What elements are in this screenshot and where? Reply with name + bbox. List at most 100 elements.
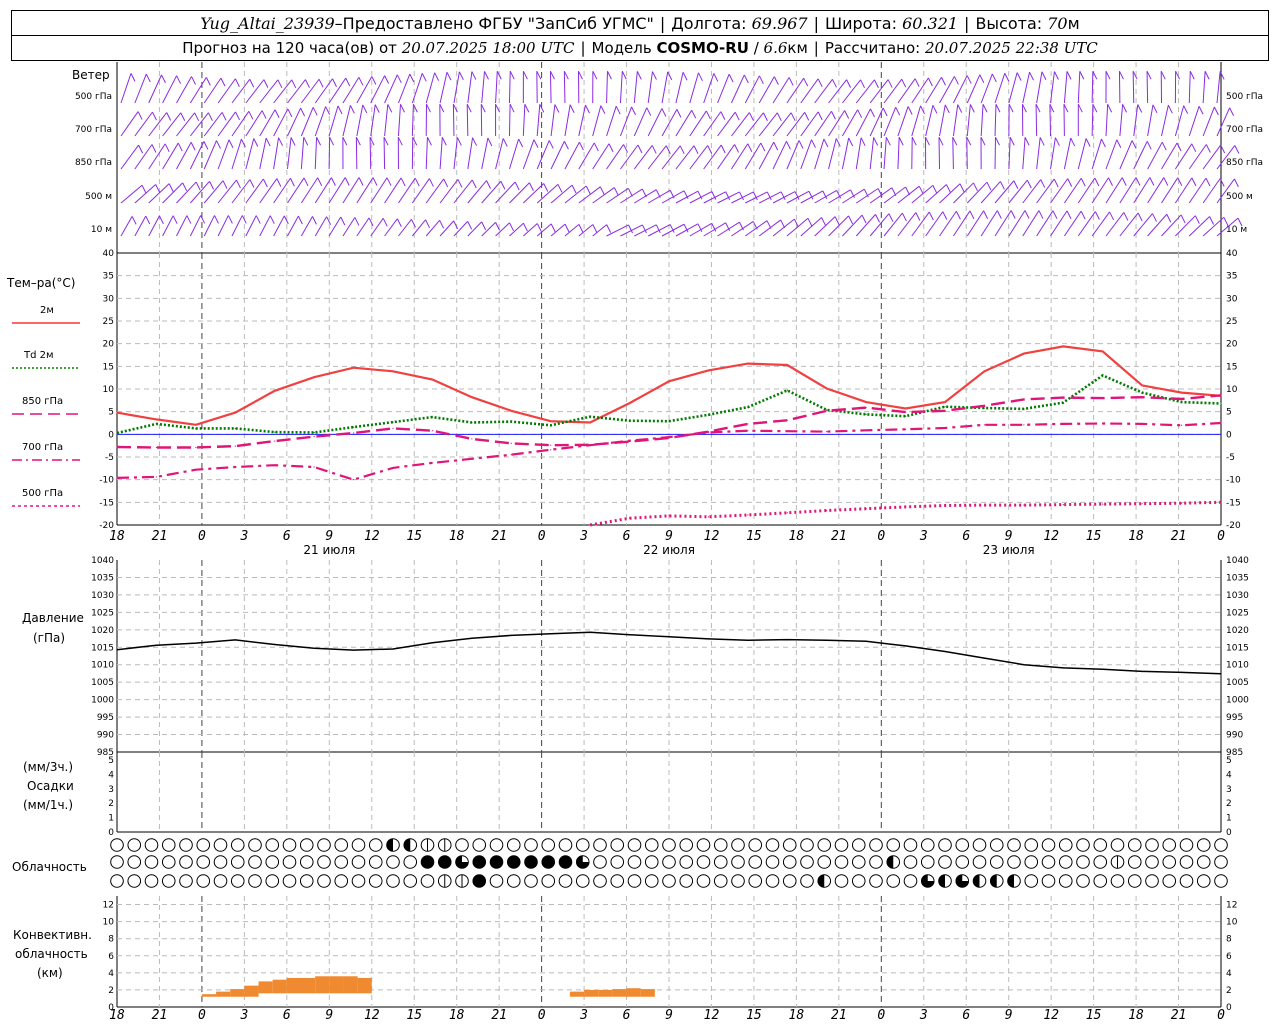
cloud-circle	[938, 838, 952, 852]
temp-series-500-гПа-point	[628, 517, 631, 519]
wind-barb-staff	[300, 216, 313, 237]
wind-barb-staff	[245, 110, 263, 137]
temp-series-700-гПа-point	[195, 469, 197, 471]
temp-series-500-гПа-point	[826, 509, 828, 512]
wind-barb-flag	[194, 112, 200, 122]
wind-barb-flag	[995, 103, 1001, 113]
convective-ytick-right: 0	[1226, 1003, 1232, 1013]
wind-barb-flag	[1219, 178, 1225, 187]
wind-barb	[370, 75, 390, 104]
wind-barb-flag	[875, 214, 880, 223]
wind-barb-staff	[800, 111, 819, 137]
temp-series-2м	[116, 345, 1222, 426]
wind-barb	[522, 70, 528, 104]
wind-barb-staff	[1105, 139, 1118, 170]
wind-barb-staff	[939, 210, 957, 237]
wind-barb-staff	[495, 138, 504, 170]
pressure-series-point	[510, 634, 512, 637]
wind-barb-staff	[1063, 177, 1082, 204]
wind-barb-flag	[835, 138, 841, 147]
wind-barb-staff	[425, 137, 428, 170]
wind-barb	[675, 145, 699, 170]
wind-barb-flag	[873, 137, 879, 146]
wind-barb-flag	[1107, 104, 1113, 113]
wind-barb-flag	[1194, 215, 1200, 224]
wind-level-left: 10 м	[91, 225, 112, 235]
wind-barb-staff	[731, 112, 750, 137]
wind-barb	[231, 78, 255, 104]
cloud-circle	[368, 874, 383, 888]
wind-barb	[980, 136, 986, 170]
wind-barb	[176, 112, 200, 137]
wind-barb-staff	[1133, 213, 1153, 237]
bottom-xtick: 0	[198, 1008, 206, 1023]
cloud-symbol	[662, 855, 676, 869]
wind-barb	[273, 108, 293, 137]
wind-barb	[689, 72, 703, 104]
cloud-symbol	[386, 855, 400, 869]
cloud-circle	[662, 838, 676, 852]
cloud-symbol	[869, 874, 883, 888]
wind-barb-flag	[846, 79, 852, 88]
wind-barb-staff	[439, 220, 455, 237]
wind-barb	[661, 109, 682, 137]
temp-series-850-гПа-point	[471, 438, 473, 440]
wind-barb	[563, 70, 569, 104]
wind-barb-flag	[885, 137, 891, 146]
wind-barb-flag	[1008, 103, 1014, 113]
alt-unit: м	[1067, 13, 1080, 33]
wind-barb	[425, 178, 449, 204]
wind-barb-staff	[938, 137, 941, 170]
wind-barb	[578, 142, 599, 170]
wind-barb	[148, 143, 170, 170]
wind-barb-staff	[647, 189, 671, 204]
wind-barb	[939, 210, 961, 237]
wind-barb	[1105, 177, 1127, 204]
temp-ytick-right: -15	[1226, 498, 1241, 508]
wind-barb	[1119, 104, 1128, 137]
wind-barb	[1160, 70, 1166, 104]
wind-barb-flag	[1035, 103, 1041, 113]
wind-barb	[828, 189, 855, 204]
temp-series-2м-point	[116, 411, 118, 414]
wind-barb-staff	[398, 218, 412, 237]
wind-barb-flag	[1234, 145, 1240, 154]
wind-barb-staff	[1050, 71, 1055, 104]
wind-barb-staff	[550, 104, 556, 137]
temp-series-850-гПа-point	[392, 427, 394, 430]
wind-barb-flag	[836, 190, 842, 199]
cloud-symbol	[748, 838, 763, 852]
pressure-series-point	[865, 640, 867, 642]
cloud-symbol	[455, 838, 469, 852]
wind-barb	[314, 78, 337, 104]
wind-barb	[259, 178, 282, 204]
wind-barb	[162, 75, 182, 104]
temp-series-700-гПа-point	[1062, 423, 1064, 425]
wind-barb-flag	[918, 185, 924, 195]
wind-barb-flag	[1122, 104, 1128, 113]
wind-barb-flag	[421, 73, 427, 82]
wind-barb-staff	[495, 181, 516, 204]
wind-barb-flag	[1152, 104, 1158, 114]
wind-barb-flag	[848, 137, 854, 147]
wind-barb-flag	[486, 180, 492, 189]
wind-barb-staff	[772, 77, 790, 104]
wind-barb-staff	[786, 112, 806, 137]
wind-barb-flag	[683, 190, 689, 199]
cloud-circle	[713, 874, 728, 888]
temp-ytick-right: 20	[1226, 340, 1238, 350]
wind-barb-flag	[369, 136, 375, 146]
temp-legend-label: Td 2м	[23, 350, 54, 361]
cloud-circle	[903, 855, 918, 869]
temp-series-700-гПа-point	[904, 428, 907, 430]
wind-barb	[1008, 137, 1015, 170]
wind-barb-flag	[262, 178, 268, 188]
temp-series-2м-point	[1023, 353, 1025, 355]
wind-barb-staff	[189, 141, 205, 170]
wind-barb-staff	[772, 218, 795, 237]
cloud-symbol	[869, 838, 883, 852]
wind-barb-staff	[952, 210, 971, 237]
wind-barb	[398, 218, 416, 237]
wind-barb-flag	[938, 136, 944, 146]
wind-barb	[1188, 177, 1211, 204]
